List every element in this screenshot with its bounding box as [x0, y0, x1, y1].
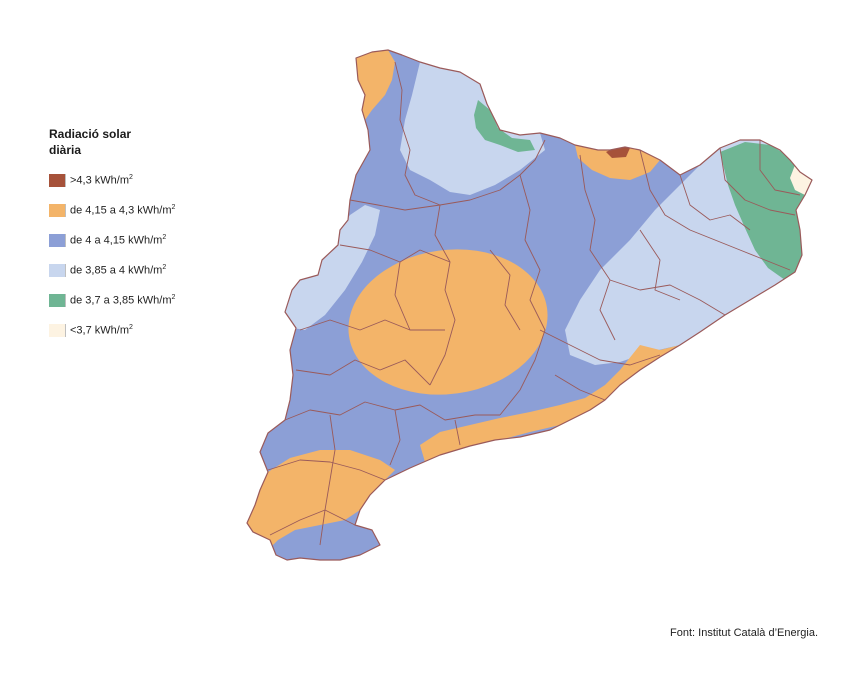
legend-label: de 4 a 4,15 kWh/m2 [70, 234, 166, 247]
comarca-borders [246, 49, 813, 561]
legend-swatch [49, 203, 66, 217]
legend-item: de 3,85 a 4 kWh/m2 [49, 262, 249, 278]
legend-label-superscript: 2 [162, 263, 167, 271]
zone-4.15-4.3-central [348, 249, 548, 395]
legend: Radiació solar diària >4,3 kWh/m2 de 4,15… [49, 126, 249, 352]
zone-3.85-4-west [285, 205, 380, 330]
source-note: Font: Institut Català d’Energia. [670, 627, 818, 639]
legend-item: >4,3 kWh/m2 [49, 172, 249, 188]
zone-3.85-4-north [400, 62, 545, 195]
legend-items: >4,3 kWh/m2 de 4,15 a 4,3 kWh/m2 de 4 a 4,… [49, 172, 249, 338]
zone-4.15-4.3-south [247, 450, 395, 550]
legend-label: <3,7 kWh/m2 [70, 324, 133, 337]
legend-label: >4,3 kWh/m2 [70, 174, 133, 187]
legend-item: de 3,7 a 3,85 kWh/m2 [49, 292, 249, 308]
legend-item: de 4,15 a 4,3 kWh/m2 [49, 202, 249, 218]
legend-swatch [49, 233, 66, 247]
zone-4.15-4.3-pyrenees-center [575, 145, 660, 180]
zone-4.15-4.3-pyrenees-west [356, 50, 395, 120]
legend-item: de 4 a 4,15 kWh/m2 [49, 232, 249, 248]
legend-swatch [49, 293, 66, 307]
legend-label-superscript: 2 [171, 203, 176, 211]
legend-label-superscript: 2 [171, 293, 176, 301]
legend-label: de 3,7 a 3,85 kWh/m2 [70, 294, 175, 307]
legend-label-text: de 3,85 a 4 kWh/m [70, 264, 163, 277]
legend-label: de 3,85 a 4 kWh/m2 [70, 264, 166, 277]
legend-label: de 4,15 a 4,3 kWh/m2 [70, 204, 175, 217]
legend-swatch [49, 263, 66, 277]
legend-swatch [49, 323, 66, 337]
legend-label-text: >4,3 kWh/m [70, 174, 129, 187]
zone-3.7-3.85-north [474, 100, 535, 152]
legend-label-superscript: 2 [162, 233, 167, 241]
zone-3.7-3.85-northeast [720, 142, 805, 280]
legend-label-superscript: 2 [129, 173, 133, 181]
legend-title: Radiació solar diària [49, 127, 132, 157]
legend-item: <3,7 kWh/m2 [49, 322, 249, 338]
legend-label-text: de 4 a 4,15 kWh/m [70, 234, 163, 247]
legend-label-superscript: 2 [129, 323, 133, 331]
legend-swatch [49, 173, 66, 187]
legend-label-text: de 4,15 a 4,3 kWh/m [70, 204, 172, 217]
legend-label-text: <3,7 kWh/m [70, 324, 129, 337]
zone-4.15-4.3-coast [420, 345, 680, 462]
legend-label-text: de 3,7 a 3,85 kWh/m [70, 294, 172, 307]
